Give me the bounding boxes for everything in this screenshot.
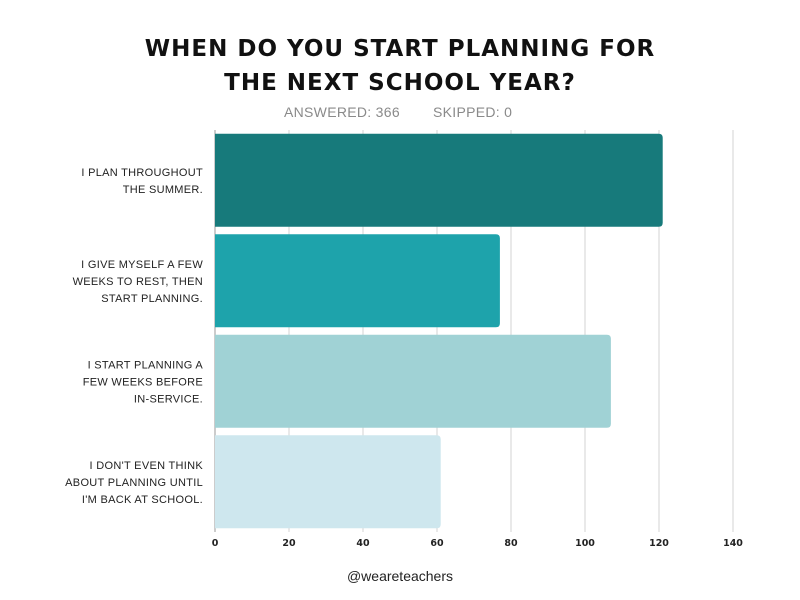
category-label: I'M BACK AT SCHOOL. (82, 494, 203, 506)
bar (215, 133, 663, 227)
chart-title-line-1: WHEN DO YOU START PLANNING FOR (144, 36, 656, 62)
x-tick-label: 140 (723, 538, 743, 549)
x-tick-label: 80 (504, 538, 518, 549)
x-tick-label: 40 (356, 538, 370, 549)
category-label: I PLAN THROUGHOUT (81, 167, 203, 179)
category-label: I GIVE MYSELF A FEW (81, 259, 203, 271)
category-label: FEW WEEKS BEFORE (83, 376, 203, 388)
category-label: I START PLANNING A (88, 359, 204, 371)
bar (215, 234, 500, 328)
category-label: ABOUT PLANNING UNTIL (65, 477, 203, 489)
footer-handle: @weareteachers (346, 568, 454, 584)
x-tick-label: 0 (212, 538, 219, 549)
chart-title: WHEN DO YOU START PLANNING FOR THE NEXT … (0, 32, 800, 100)
x-tick-label: 20 (282, 538, 296, 549)
x-tick-label: 60 (430, 538, 444, 549)
answered-count: ANSWERED: 366 (284, 104, 400, 120)
category-label: WEEKS TO REST, THEN (73, 276, 203, 288)
category-label: IN-SERVICE. (134, 393, 203, 405)
bar (215, 334, 611, 428)
bar (215, 435, 441, 529)
category-label: I DON'T EVEN THINK (90, 460, 204, 472)
x-tick-label: 100 (575, 538, 595, 549)
skipped-count: SKIPPED: 0 (433, 104, 513, 120)
chart-title-line-2: THE NEXT SCHOOL YEAR? (224, 70, 576, 96)
category-label: THE SUMMER. (123, 184, 203, 196)
x-tick-label: 120 (649, 538, 669, 549)
category-label: START PLANNING. (101, 293, 203, 305)
